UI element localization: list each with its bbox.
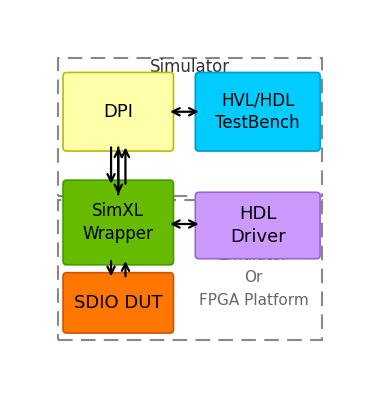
Bar — [58, 58, 322, 196]
Text: Simulator: Simulator — [150, 58, 230, 76]
Text: Emulator
Or
FPGA Platform: Emulator Or FPGA Platform — [198, 248, 308, 308]
Text: SimXL
Wrapper: SimXL Wrapper — [83, 203, 154, 243]
FancyBboxPatch shape — [63, 273, 174, 333]
Text: HDL
Driver: HDL Driver — [230, 205, 286, 245]
FancyBboxPatch shape — [195, 72, 320, 151]
FancyBboxPatch shape — [195, 192, 320, 259]
Text: DPI: DPI — [103, 103, 133, 121]
Text: HVL/HDL
TestBench: HVL/HDL TestBench — [216, 92, 300, 132]
FancyBboxPatch shape — [63, 180, 174, 265]
Bar — [58, 201, 322, 340]
FancyBboxPatch shape — [63, 72, 174, 151]
Text: SDIO DUT: SDIO DUT — [74, 294, 162, 312]
